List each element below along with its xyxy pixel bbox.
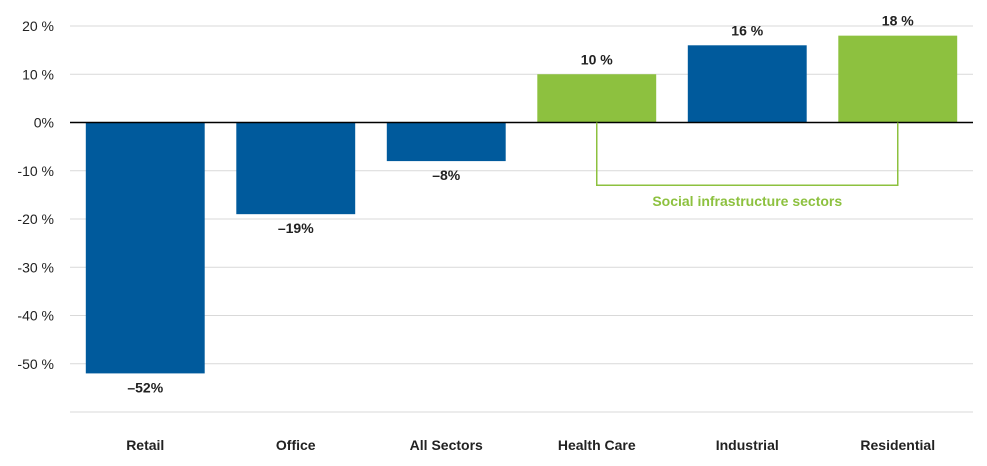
- x-category-label: Office: [276, 437, 316, 453]
- bars: [85, 35, 958, 374]
- bar-residential: [838, 35, 958, 123]
- bar-industrial: [687, 45, 807, 123]
- social-infrastructure-bracket: Social infrastructure sectors: [596, 122, 899, 209]
- bar-all-sectors: [386, 122, 506, 162]
- bracket-label: Social infrastructure sectors: [652, 193, 842, 209]
- bar-health-care: [537, 74, 657, 123]
- y-tick-label: 0%: [34, 115, 54, 131]
- data-label: 10 %: [581, 51, 613, 67]
- data-label: –8%: [432, 167, 461, 183]
- y-axis-ticks: 20 % 10 % 0% -10 % -20 % -30 % -40 % -50 %: [17, 18, 54, 372]
- x-category-label: Health Care: [558, 437, 636, 453]
- x-category-label: All Sectors: [410, 437, 483, 453]
- x-category-label: Retail: [126, 437, 164, 453]
- y-tick-label: 10 %: [22, 66, 54, 82]
- bar-retail: [85, 122, 205, 374]
- y-tick-label: -50 %: [17, 356, 54, 372]
- bracket-line: [596, 122, 899, 186]
- bar-office: [236, 122, 356, 215]
- x-category-label: Industrial: [716, 437, 779, 453]
- y-tick-label: -10 %: [17, 163, 54, 179]
- gridlines: [70, 25, 973, 413]
- y-tick-label: -30 %: [17, 259, 54, 275]
- data-label: 18 %: [882, 13, 914, 29]
- x-axis-labels: Retail Office All Sectors Health Care Indust…: [126, 437, 935, 453]
- y-tick-label: 20 %: [22, 18, 54, 34]
- data-label: –19%: [278, 220, 314, 236]
- data-label: –52%: [127, 379, 163, 395]
- y-tick-label: -20 %: [17, 211, 54, 227]
- data-labels: –52% –19% –8% 10 % 16 % 18 %: [127, 13, 914, 396]
- x-category-label: Residential: [860, 437, 935, 453]
- data-label: 16 %: [731, 22, 763, 38]
- y-tick-label: -40 %: [17, 308, 54, 324]
